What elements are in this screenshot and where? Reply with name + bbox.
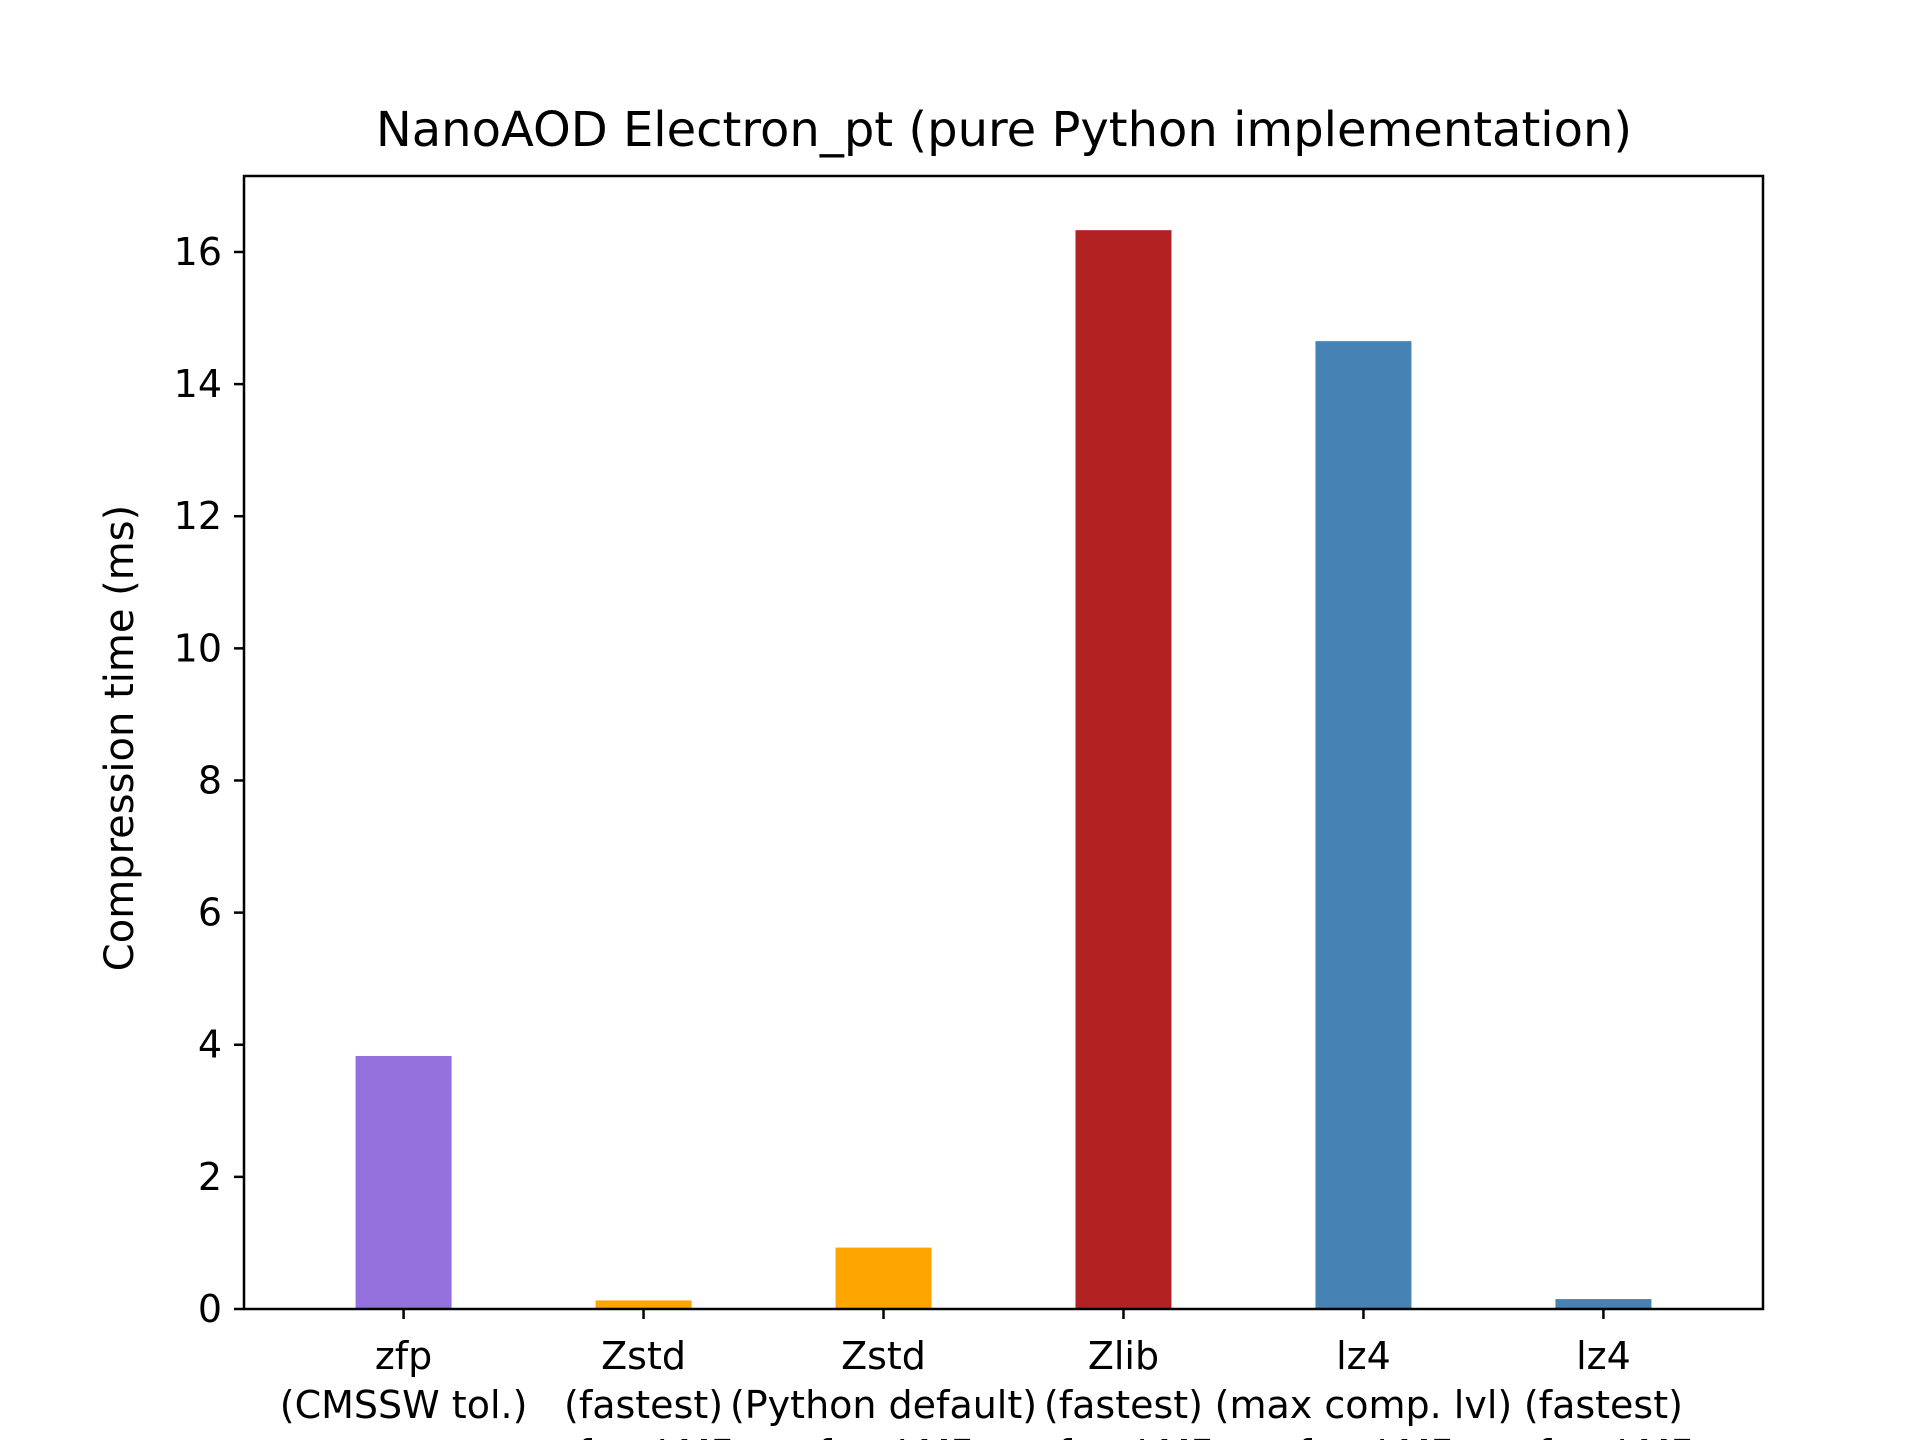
bar-5 bbox=[1555, 1299, 1652, 1309]
y-tick-label-3: 6 bbox=[198, 891, 222, 935]
x-tick-label-1: Zstd(fastest)after LMF bbox=[555, 1334, 733, 1440]
y-axis-ticks: 0 2 4 6 8 10 12 14 16 bbox=[174, 230, 244, 1331]
x-axis-ticks: zfp(CMSSW tol.) Zstd(fastest)after LMFZst… bbox=[280, 1309, 1693, 1440]
y-tick-label-5: 10 bbox=[174, 626, 222, 670]
bar-1 bbox=[595, 1300, 692, 1309]
chart-title: NanoAOD Electron_pt (pure Python impleme… bbox=[376, 102, 1632, 158]
y-axis-label: Compression time (ms) bbox=[97, 505, 143, 971]
y-tick-label-1: 2 bbox=[198, 1155, 222, 1199]
y-tick-label-2: 4 bbox=[198, 1023, 222, 1067]
x-tick-label-2: Zstd(Python default)after LMF bbox=[730, 1334, 1037, 1440]
bar-4 bbox=[1315, 341, 1412, 1309]
y-tick-label-7: 14 bbox=[174, 362, 222, 406]
bar-0 bbox=[355, 1055, 452, 1309]
x-tick-label-5: lz4(fastest)after LMF bbox=[1515, 1334, 1693, 1440]
bar-3 bbox=[1075, 230, 1172, 1309]
y-tick-label-0: 0 bbox=[198, 1287, 222, 1331]
x-tick-label-0: zfp (CMSSW tol.) bbox=[280, 1334, 528, 1427]
x-tick-label-4: lz4(max comp. lvl)after LMF bbox=[1215, 1334, 1513, 1440]
plot-frame bbox=[242, 174, 1765, 1311]
y-tick-label-4: 8 bbox=[198, 758, 222, 802]
bars-group bbox=[355, 230, 1652, 1309]
y-tick-label-6: 12 bbox=[174, 494, 222, 538]
y-tick-label-8: 16 bbox=[174, 230, 222, 274]
bar-2 bbox=[835, 1247, 932, 1309]
x-tick-label-3: Zlib(fastest)after LMF bbox=[1035, 1334, 1213, 1440]
